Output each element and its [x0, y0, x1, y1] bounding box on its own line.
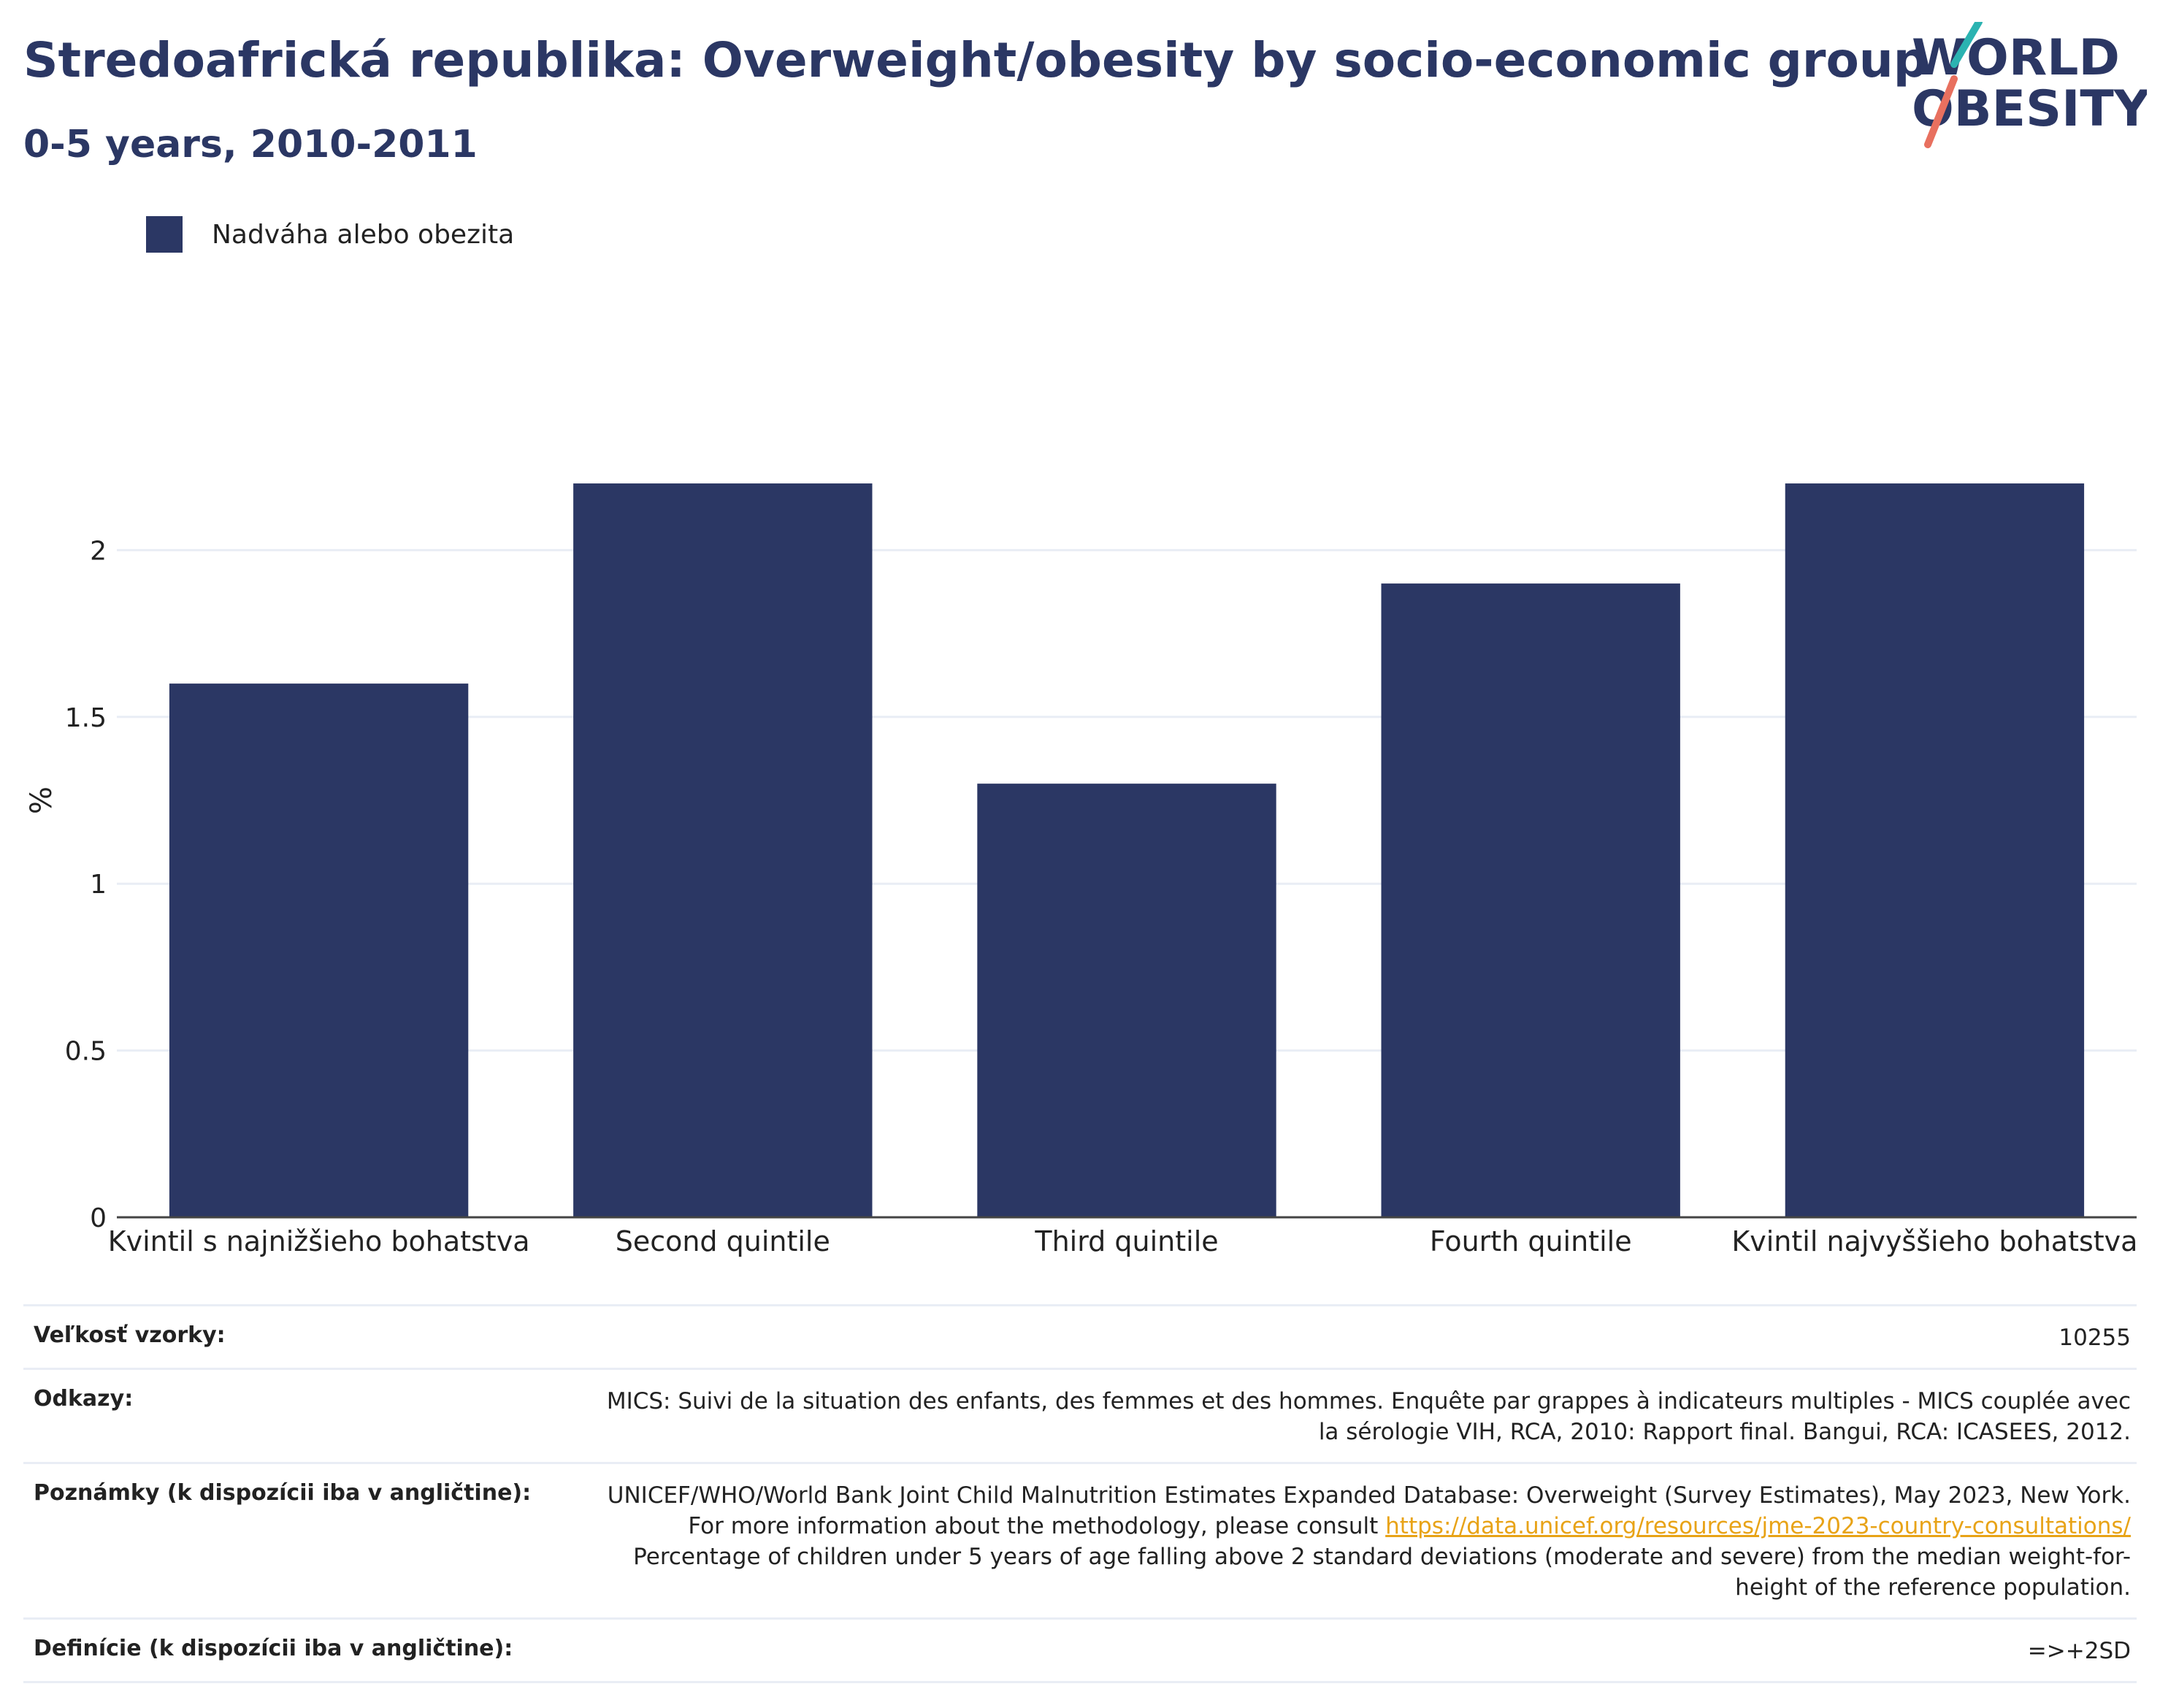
legend-swatch	[146, 216, 183, 253]
definitions-row: Definície (k dispozícii iba v angličtine…	[23, 1617, 2137, 1683]
bar-5[interactable]	[1785, 483, 2085, 1217]
bar-3[interactable]	[977, 784, 1276, 1217]
chart-legend[interactable]: Nadváha alebo obezita	[146, 216, 514, 253]
x-tick-label: Fourth quintile	[1430, 1225, 1632, 1257]
notes-text-before: UNICEF/WHO/World Bank Joint Child Malnut…	[607, 1482, 2131, 1539]
sample-size-row: Veľkosť vzorky: 10255	[23, 1304, 2137, 1368]
definitions-value: =>+2SD	[2027, 1638, 2131, 1664]
sample-size-value: 10255	[2058, 1325, 2131, 1351]
world-obesity-logo: WORLD OBESITY	[1912, 22, 2147, 148]
y-tick-label: 1.5	[65, 703, 107, 733]
y-tick-label: 0.5	[65, 1037, 107, 1067]
bars	[169, 483, 2085, 1217]
references-label: Odkazy:	[34, 1386, 134, 1412]
bar-4[interactable]	[1381, 583, 1680, 1217]
notes-text-after: Percentage of children under 5 years of …	[633, 1544, 2131, 1601]
bar-chart: 0 0.5 1 1.5 2 Kvintil s najnižšieho bohatstva…	[25, 483, 2137, 1257]
y-axis-label: %	[25, 786, 58, 814]
bar-1[interactable]	[169, 683, 469, 1217]
references-value: MICS: Suivi de la situation des enfants,…	[606, 1388, 2131, 1445]
y-tick-label: 2	[90, 536, 107, 566]
notes-row: Poznámky (k dispozícii iba v angličtine)…	[23, 1462, 2137, 1617]
chart-title: Stredoafrická republika: Overweight/obes…	[23, 32, 1929, 88]
notes-value: UNICEF/WHO/World Bank Joint Child Malnut…	[583, 1480, 2137, 1603]
x-tick-label: Kvintil najvyššieho bohatstva	[1731, 1225, 2137, 1257]
chart-subtitle: 0-5 years, 2010-2011	[23, 123, 478, 166]
logo-teal-slash	[1950, 22, 1983, 68]
methodology-link[interactable]: https://data.unicef.org/resources/jme-20…	[1385, 1513, 2131, 1539]
definitions-label: Definície (k dispozícii iba v angličtine…	[34, 1636, 513, 1661]
logo-word-world: WORLD	[1912, 29, 2120, 87]
bar-2[interactable]	[573, 483, 873, 1217]
legend-label: Nadváha alebo obezita	[212, 219, 515, 250]
info-table: Veľkosť vzorky: 10255 Odkazy: MICS: Suiv…	[23, 1304, 2137, 1683]
x-tick-label: Second quintile	[616, 1225, 830, 1257]
sample-size-label: Veľkosť vzorky:	[34, 1322, 226, 1348]
axes: 0 0.5 1 1.5 2 Kvintil s najnižšieho bohatstva…	[25, 536, 2137, 1257]
notes-label: Poznámky (k dispozícii iba v angličtine)…	[34, 1480, 532, 1506]
references-row: Odkazy: MICS: Suivi de la situation des …	[23, 1368, 2137, 1462]
logo-coral-slash	[1924, 75, 1958, 148]
x-tick-label: Kvintil s najnižšieho bohatstva	[108, 1225, 530, 1257]
y-tick-label: 0	[90, 1203, 107, 1233]
x-tick-label: Third quintile	[1034, 1225, 1218, 1257]
y-tick-label: 1	[90, 870, 107, 900]
